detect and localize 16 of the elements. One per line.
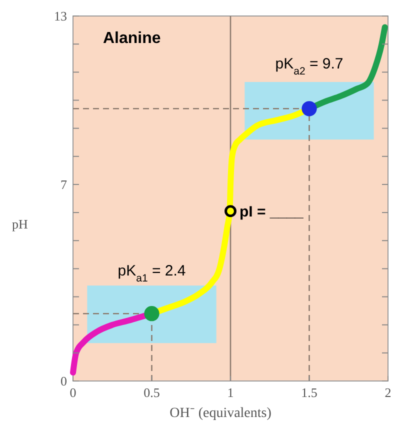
text: Alanine: [103, 30, 161, 47]
y-tick-label: 13: [54, 8, 67, 24]
x-tick-label: 2: [384, 385, 392, 400]
annotation: pK$_{a2}$ = 9.7: [275, 56, 344, 78]
x-tick-label: 1: [227, 385, 234, 400]
x-tick-label: 1.5: [301, 385, 318, 400]
annotation: pI = ____: [240, 203, 304, 220]
annotation: pK$_{a1}$ = 2.4: [118, 262, 186, 285]
y-axis-title: pH: [12, 216, 28, 232]
y-tick-label: 0: [60, 374, 67, 389]
x-tick-label: 0.5: [144, 385, 160, 400]
point: [302, 101, 317, 116]
point: [224, 205, 236, 218]
y-tick-label: 7: [60, 177, 68, 192]
point: [144, 306, 160, 322]
x-axis-title: OH⁻ (equivalents): [170, 406, 272, 421]
